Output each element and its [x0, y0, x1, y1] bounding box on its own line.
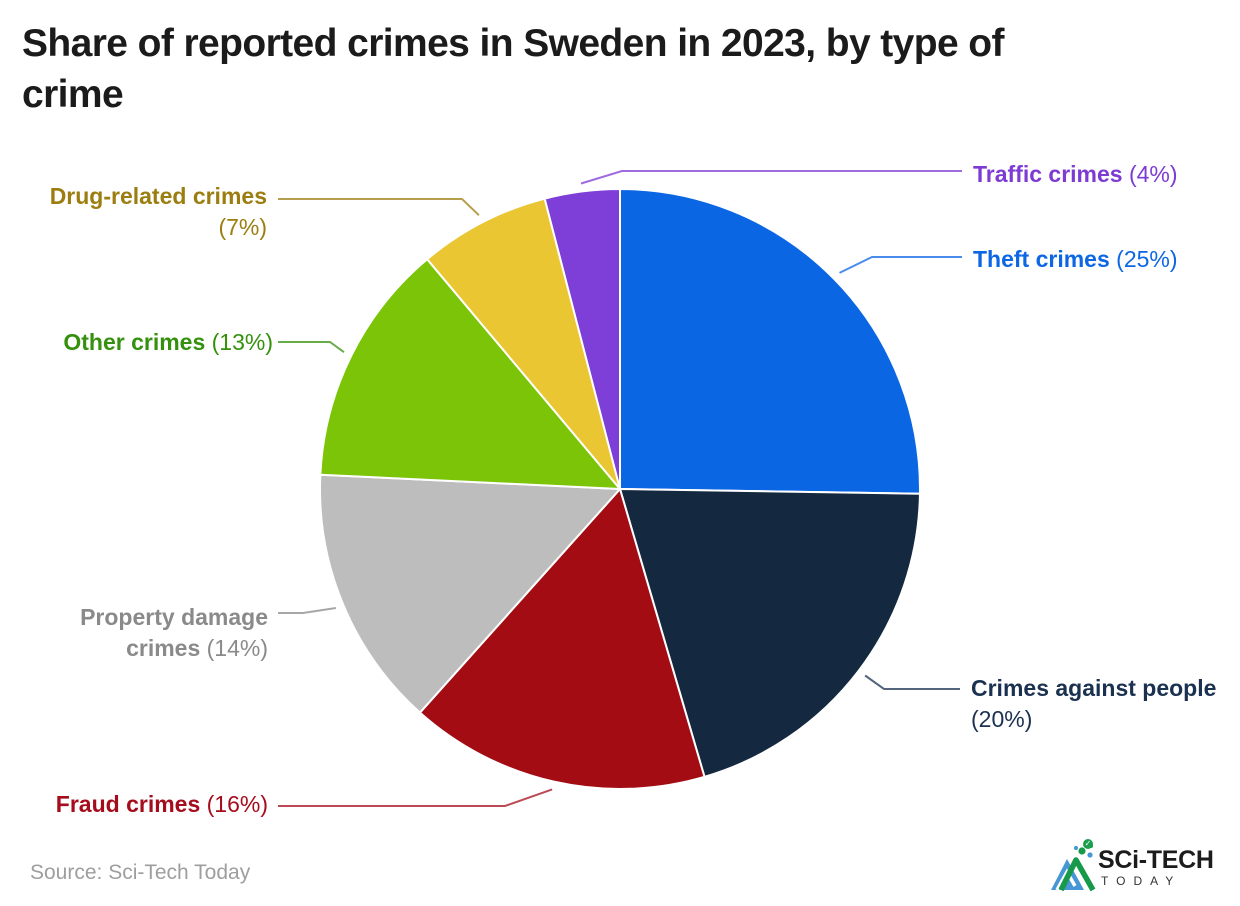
callout-property-damage-crimes: Property damage crimes (14%) [28, 602, 268, 664]
logo-mark-green-peak [1058, 857, 1096, 892]
pie-slice-fraud-crimes [418, 488, 706, 790]
callout-pct: (16%) [206, 791, 268, 817]
callout-pct: (20%) [971, 706, 1033, 732]
pie-slice-theft-crimes [619, 188, 921, 495]
callout-pct: (25%) [1116, 246, 1178, 272]
logo-subtext: TODAY [1101, 874, 1182, 888]
callout-label: Drug-related crimes [49, 183, 267, 209]
callout-fraud-crimes: Fraud crimes (16%) [28, 789, 268, 820]
logo-mark-dot [1078, 847, 1086, 855]
callout-label: Crimes against people [971, 675, 1217, 701]
callout-label: Other crimes [63, 329, 206, 355]
logo-mark-dot [1087, 852, 1093, 858]
callout-traffic-crimes: Traffic crimes (4%) [973, 159, 1178, 190]
logo-wordmark: SCi-TECH [1098, 846, 1214, 874]
callout-label: Traffic crimes [973, 161, 1123, 187]
callout-drug-related-crimes: Drug-related crimes (7%) [28, 181, 267, 243]
callout-pct: (4%) [1128, 161, 1178, 187]
callout-crimes-against-people: Crimes against people (20%) [971, 673, 1216, 735]
chart-title-line-2: crime [22, 73, 124, 116]
leader-line-traffic-crimes [580, 170, 962, 185]
callout-pct: (13%) [211, 329, 273, 355]
leader-line-drug-related-crimes [278, 198, 480, 216]
leader-line-crimes-against-people [864, 674, 960, 690]
logo-mark-icon [1051, 844, 1096, 892]
callout-label-line-1: Property damage [80, 604, 268, 630]
source-note: Source: Sci-Tech Today [30, 861, 251, 884]
leader-line-property-damage-crimes [278, 607, 337, 614]
callout-label: Fraud crimes [55, 791, 201, 817]
logo-mark-dot [1073, 845, 1079, 851]
callout-label: Theft crimes [973, 246, 1110, 272]
pie-slice-traffic-crimes [543, 188, 621, 490]
callout-label-line-2: crimes (14%) [126, 635, 268, 661]
leader-line-fraud-crimes [278, 788, 553, 807]
pie-slice-crimes-against-people [619, 488, 921, 778]
chart-title-line-1: Share of reported crimes in Sweden in 20… [22, 22, 1005, 65]
callout-other-crimes: Other crimes (13%) [28, 327, 273, 358]
pie-slice-property-damage-crimes [319, 473, 621, 714]
logo-check-icon: ✓ [1083, 839, 1093, 849]
pie-slice-drug-related-crimes [426, 197, 621, 490]
callout-pct: (7%) [218, 214, 267, 240]
pie-slice-other-crimes [319, 258, 621, 490]
callout-theft-crimes: Theft crimes (25%) [973, 244, 1178, 275]
chart-title: Share of reported crimes in Sweden in 20… [22, 18, 1182, 120]
scitech-today-logo: SCi-TECH ✓ TODAY [1048, 839, 1228, 898]
callout-pct: (14%) [206, 635, 268, 661]
leader-line-theft-crimes [839, 256, 962, 274]
leader-line-other-crimes [278, 341, 345, 354]
